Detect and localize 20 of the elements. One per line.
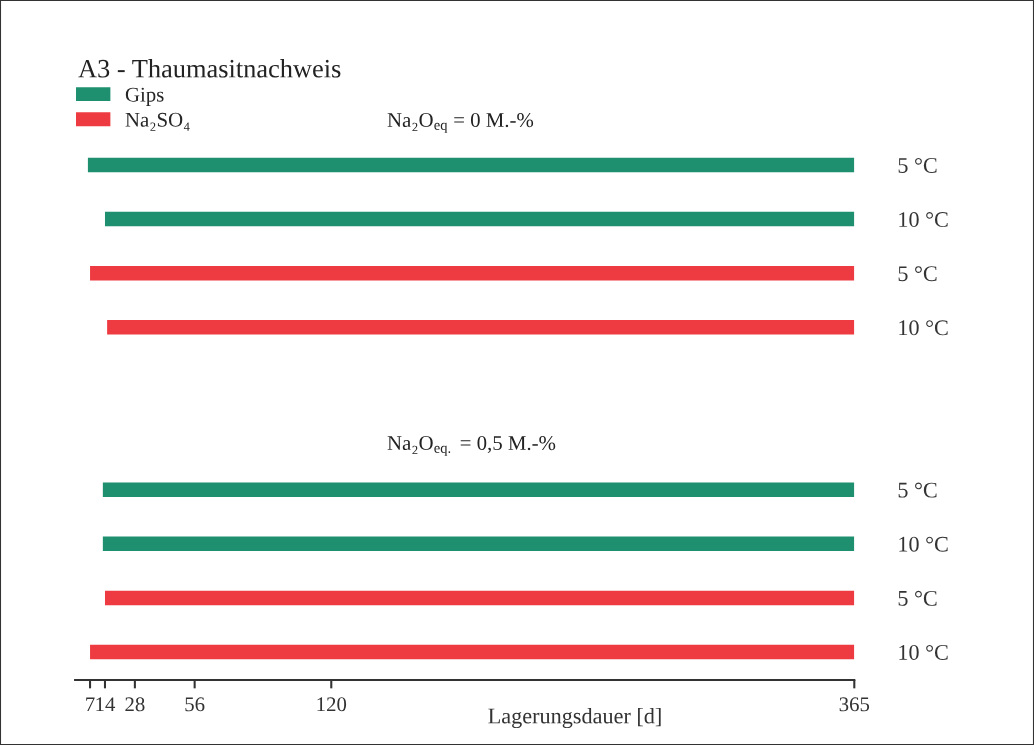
legend-label: Gips xyxy=(125,87,164,106)
x-tick-label: 365 xyxy=(839,697,870,712)
y-tick-label: 5 °C xyxy=(898,590,937,606)
y-tick-label: 10 °C xyxy=(899,320,948,336)
x-tick-label: 120 xyxy=(317,697,347,712)
y-tick-label: 10 °C xyxy=(899,212,948,228)
x-tick-label: 56 xyxy=(185,697,205,712)
y-tick-label: 10 °C xyxy=(899,644,948,660)
y-tick-label: 10 °C xyxy=(899,536,948,552)
annotation: Na₂O$_{eq.}$ = 0,5 M.-% xyxy=(387,436,556,456)
text: Na₂O$_{eq}$ = 0 M.-% xyxy=(387,113,534,133)
y-tick-label: 5 °C xyxy=(898,266,937,282)
x-tick-label: 7 xyxy=(86,697,95,712)
y-tick-label: 5 °C xyxy=(898,157,937,173)
x-tick-label: 14 xyxy=(96,697,116,712)
x-axis-title: Lagerungsdauer [d] xyxy=(488,707,661,729)
y-tick-label: 5 °C xyxy=(898,482,937,498)
legend-label: Na₂SO₄ xyxy=(125,112,190,131)
chart-title: A3 - Thaumasitnachweis xyxy=(78,59,341,78)
x-tick-label: 28 xyxy=(125,697,145,712)
